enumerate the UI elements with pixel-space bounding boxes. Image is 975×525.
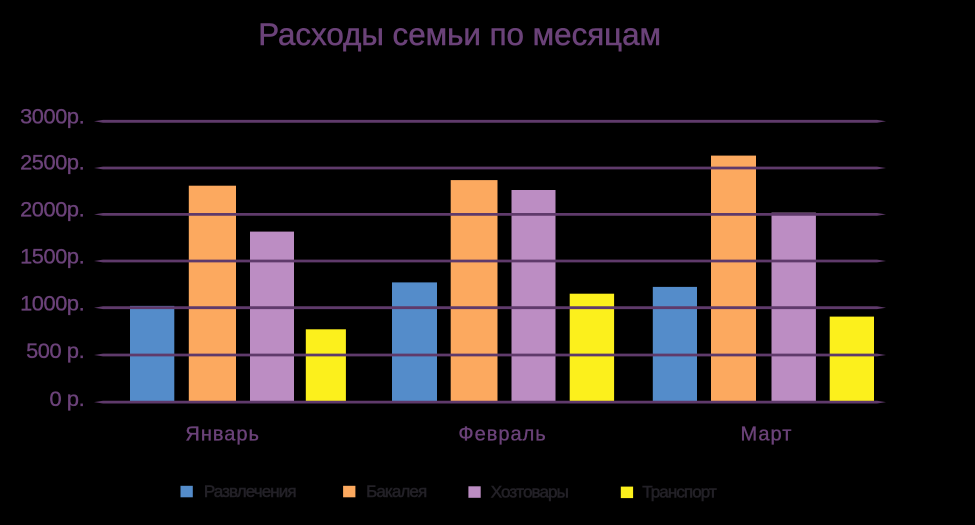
svg-text:Февраль: Февраль <box>458 423 546 445</box>
svg-text:3000р.: 3000р. <box>20 104 84 129</box>
svg-text:Хозтовары: Хозтовары <box>491 482 569 501</box>
svg-text:Транспорт: Транспорт <box>642 483 717 502</box>
svg-text:Развлечения: Развлечения <box>204 482 296 501</box>
svg-text:2500р.: 2500р. <box>20 150 84 175</box>
svg-text:0 р.: 0 р. <box>50 386 85 411</box>
svg-text:Бакалея: Бакалея <box>366 482 427 501</box>
svg-text:2000р.: 2000р. <box>20 197 84 222</box>
svg-text:500 р.: 500 р. <box>26 338 84 363</box>
svg-text:1000р.: 1000р. <box>20 290 84 315</box>
svg-text:Январь: Январь <box>185 423 260 445</box>
svg-text:Расходы семьи по месяцам: Расходы семьи по месяцам <box>258 17 661 52</box>
svg-text:1500р.: 1500р. <box>20 244 84 269</box>
svg-text:Март: Март <box>741 423 793 445</box>
